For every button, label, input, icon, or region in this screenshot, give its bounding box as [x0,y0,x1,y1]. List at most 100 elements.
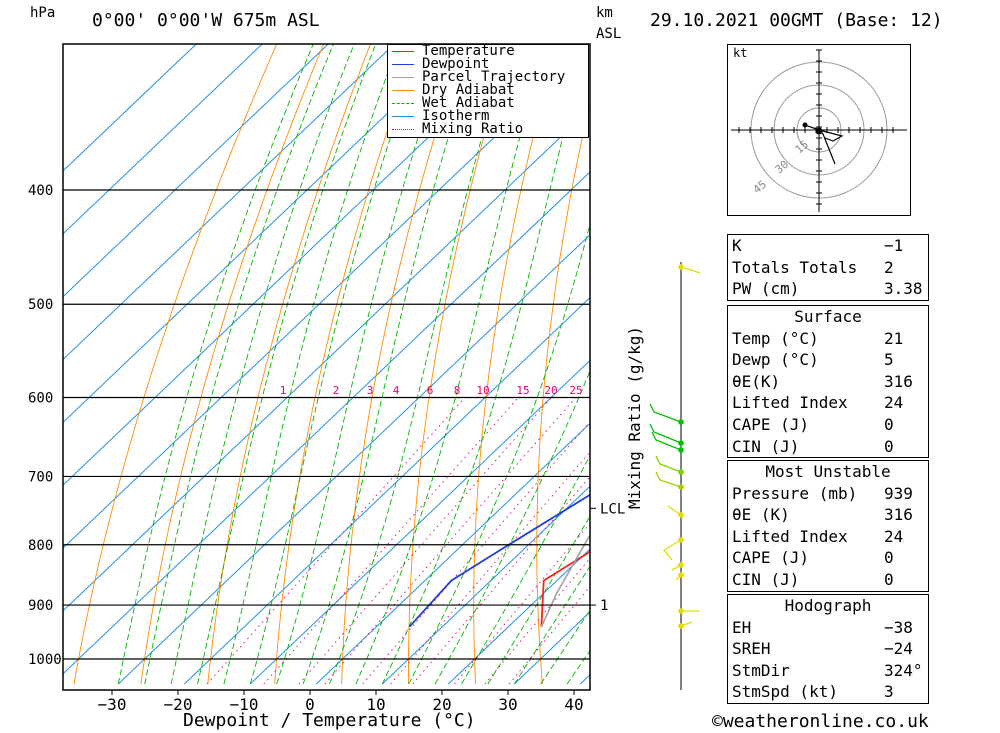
mixing-ratio-label: 15 [516,384,529,397]
row-label: Lifted Index [732,393,848,413]
x-tick-label: 20 [432,695,451,714]
km-tick-label: LCL [600,501,625,517]
row-value: 0 [884,436,894,456]
table-row: CIN (J) 0 [728,436,928,458]
y-tick-label: 500 [28,297,53,313]
row-label: Dewp (°C) [732,350,819,370]
row-label: CIN (J) [732,436,800,456]
legend-swatch [392,103,414,104]
wind-barb [649,403,682,423]
isotherm-line [63,44,198,172]
isotherm-line [315,422,590,685]
wet-adiabat-line [408,222,590,685]
isotherm-line [447,548,590,685]
row-label: EH [732,617,752,637]
isotherm-line [63,108,590,612]
mixing-ratio-line [454,522,590,685]
table-row: PW (cm) 3.38 [728,278,928,300]
mixing-ratio-line [484,557,590,685]
table-row: Lifted Index 24 [728,392,928,414]
table-row: Temp (°C) 21 [728,328,928,350]
row-value: 0 [884,548,894,568]
row-value: −24 [884,639,913,659]
isotherm-line [646,7,700,684]
wet-adiabat-line [276,44,450,685]
wet-adiabat-line [170,44,355,685]
y-tick-label: 900 [28,598,53,614]
legend-label: Isotherm [422,108,490,124]
legend-swatch [392,77,414,78]
wind-barb-dot [678,623,684,629]
table-row: EH −38 [728,617,928,639]
dry-adiabat-line [473,44,559,685]
wet-adiabat-line [434,369,590,685]
isotherm-line [63,44,462,424]
mixing-ratio-label: 6 [427,384,434,397]
date-title: 29.10.2021 00GMT (Base: 12) [650,10,943,31]
y-tick-label: 700 [28,469,53,485]
mixing-ratio-line [298,397,552,685]
y-tick-label: 1000 [28,652,62,668]
row-value: 21 [884,328,904,348]
dry-adiabat-line [207,44,371,685]
copyright: ©weatheronline.co.uk [712,711,929,732]
legend-label: Dewpoint [422,56,490,72]
legend-item: Parcel Trajectory [388,70,588,84]
row-value: 316 [884,505,913,525]
wind-barb [649,423,682,444]
row-label: CIN (J) [732,569,800,589]
isotherm-line [117,234,590,685]
legend-item: Mixing Ratio [388,122,588,136]
wind-barb-dot [678,440,684,446]
row-label: Totals Totals [732,257,858,277]
wind-barb [655,471,682,488]
table-row: Lifted Index 24 [728,526,928,548]
isotherm-line [63,44,396,361]
row-label: StmSpd (kt) [732,682,838,702]
row-label: CAPE (J) [732,414,810,434]
mixing-ratio-label: 10 [476,384,489,397]
section-title: Surface [794,307,862,326]
row-label: PW (cm) [732,279,800,299]
temperature-line [540,550,590,627]
section-title: Hodograph [784,596,872,615]
hodograph-point [802,122,808,128]
legend-item: Wet Adiabat [388,95,588,111]
dry-adiabat-line [140,44,325,685]
x-axis-label: Dewpoint / Temperature (°C) [183,710,476,731]
legend-swatch [392,129,414,130]
wind-barb [651,431,682,451]
wind-barb-dot [678,419,684,425]
mixing-ratio-axis-label: Mixing Ratio (g/kg) [625,325,645,510]
isotherm-line [249,359,590,685]
location-title: 0°00' 0°00'W 675m ASL [92,10,320,31]
wind-barb [663,539,682,561]
hodograph-unit: kt [733,46,747,60]
row-value: 939 [884,483,913,503]
wind-barb-dot [678,264,684,270]
row-value: 3.38 [884,279,923,299]
mixing-ratio-label: 2 [333,384,340,397]
km-tick-label: 1 [600,598,608,614]
section-title: Most Unstable [765,462,891,481]
row-value: −38 [884,617,913,637]
storm-motion-point [815,127,823,135]
y-tick-label: 600 [28,391,53,407]
x-tick-label: −30 [98,695,127,714]
wind-barb-dot [678,484,684,490]
mixing-ratio-label: 25 [569,384,582,397]
isotherm-line [63,44,330,298]
x-tick-label: −10 [230,695,259,714]
row-label: StmDir [732,660,790,680]
legend-label: Wet Adiabat [422,95,515,111]
wind-barb-dot [678,608,684,614]
row-value: 3 [884,682,894,702]
mixing-ratio-line [324,397,577,685]
wet-adiabat-line [329,44,511,685]
wind-barb [680,266,700,274]
dry-adiabat-line [73,44,278,685]
legend-item: Dewpoint [388,56,588,72]
table-row: CAPE (J) 0 [728,414,928,436]
wet-adiabat-line [461,454,590,685]
